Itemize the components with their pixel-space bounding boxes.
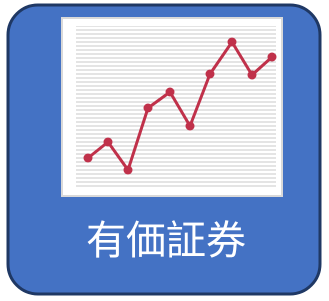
- icon: 有価証券: [0, 0, 329, 301]
- point: [228, 38, 237, 47]
- icon-label: 有価証券: [86, 218, 246, 264]
- point: [144, 104, 153, 113]
- point: [124, 166, 133, 175]
- point: [248, 71, 257, 80]
- point: [84, 154, 93, 163]
- point: [166, 88, 175, 97]
- point: [206, 70, 215, 79]
- ruled-area: [76, 26, 276, 188]
- point: [104, 138, 113, 147]
- point: [268, 53, 277, 62]
- point: [186, 122, 195, 131]
